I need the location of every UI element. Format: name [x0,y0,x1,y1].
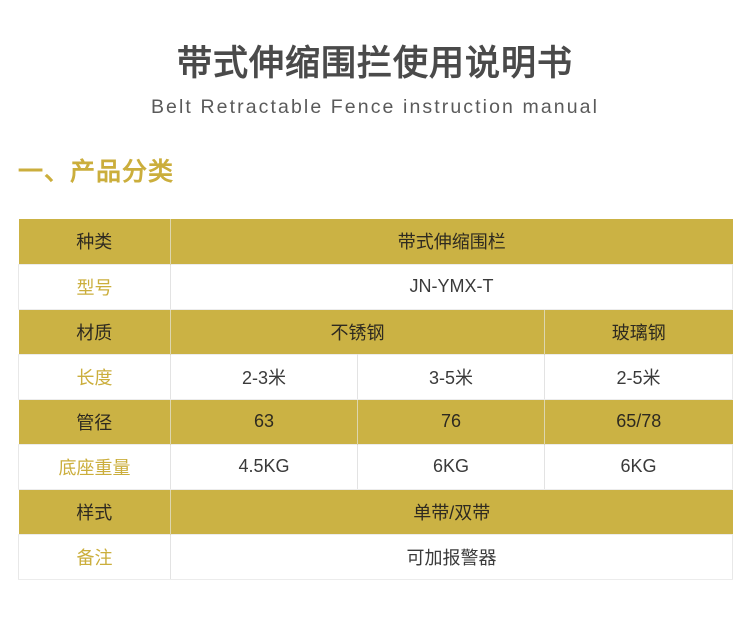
table-cell: 6KG [544,443,734,490]
table-cell: 单带/双带 [170,489,733,535]
table-cell: 63 [170,399,358,445]
table-row-label: 种类 [18,219,171,265]
table-row-label: 备注 [18,533,171,580]
table-row: 样式 单带/双带 [18,489,733,535]
table-cell: 2-3米 [170,353,358,400]
table-cell: 可加报警器 [170,533,734,580]
table-row: 材质 不锈钢 玻璃钢 [18,309,733,355]
table-cell: 3-5米 [357,353,545,400]
page-header: 带式伸缩围拦使用说明书 Belt Retractable Fence instr… [0,0,750,119]
table-cell: 2-5米 [544,353,734,400]
table-cell: 76 [357,399,545,445]
spec-table-container: 种类 带式伸缩围栏 型号 JN-YMX-T 材质 不锈钢 玻璃钢 长度 2-3米 3-5米 2-5米… [18,219,734,580]
table-cell: 65/78 [544,399,733,445]
table-cell: 带式伸缩围栏 [170,219,733,265]
table-row-label: 长度 [18,353,171,400]
table-cell: 不锈钢 [170,309,545,355]
table-cell: JN-YMX-T [170,263,734,310]
page-title: 带式伸缩围拦使用说明书 [176,44,573,83]
table-row: 管径 63 76 65/78 [18,399,733,445]
table-cell: 6KG [357,443,545,490]
section-heading-product-classification: 一、产品分类 [18,158,175,187]
table-row: 备注 可加报警器 [18,533,734,580]
table-row: 型号 JN-YMX-T [18,263,734,310]
table-cell: 玻璃钢 [544,309,733,355]
table-row-label: 型号 [18,263,171,310]
table-cell: 4.5KG [170,443,358,490]
page-subtitle: Belt Retractable Fence instruction manua… [150,95,600,118]
table-row-label: 底座重量 [18,443,171,490]
table-row-label: 材质 [18,309,171,355]
table-row-label: 管径 [18,399,171,445]
table-row: 种类 带式伸缩围栏 [18,219,733,265]
spec-table-body: 种类 带式伸缩围栏 型号 JN-YMX-T 材质 不锈钢 玻璃钢 长度 2-3米 3-5米 2-5米… [18,219,734,580]
product-spec-table: 种类 带式伸缩围栏 型号 JN-YMX-T 材质 不锈钢 玻璃钢 长度 2-3米 3-5米 2-5米… [18,219,734,580]
table-row-label: 样式 [18,489,171,535]
table-row: 长度 2-3米 3-5米 2-5米 [18,353,734,400]
table-row: 底座重量 4.5KG 6KG 6KG [18,443,734,490]
